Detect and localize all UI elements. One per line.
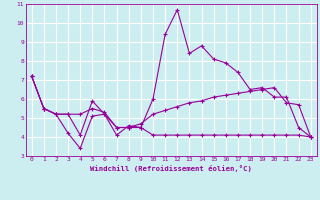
X-axis label: Windchill (Refroidissement éolien,°C): Windchill (Refroidissement éolien,°C) [90, 165, 252, 172]
